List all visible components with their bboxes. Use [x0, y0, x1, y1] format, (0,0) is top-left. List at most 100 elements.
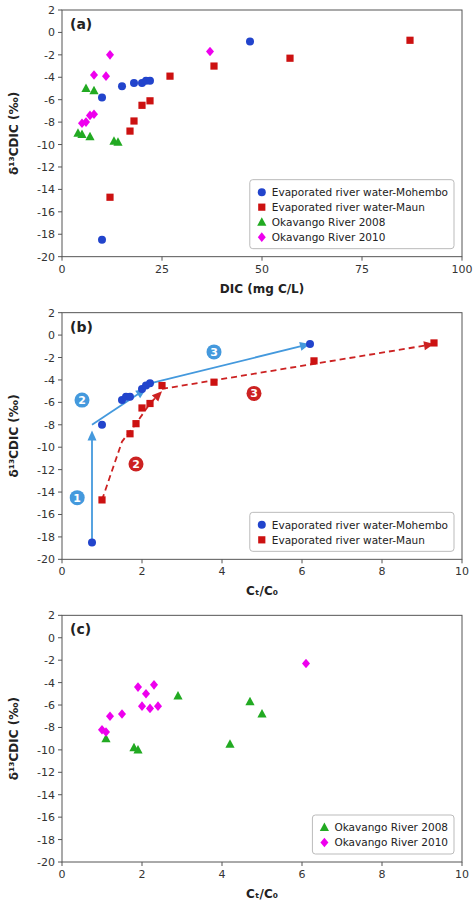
x-axis-label: Cₜ/C₀ [246, 887, 278, 901]
y-tick [58, 335, 62, 336]
badge-circle [247, 386, 262, 401]
y-tick-label: 0 [48, 632, 55, 645]
data-point [406, 37, 413, 44]
x-tick-label: 0 [59, 263, 66, 276]
arrow [92, 389, 146, 425]
legend: Evaporated river water-MohemboEvaporated… [250, 512, 454, 551]
annotation-badge: 3 [247, 386, 262, 401]
y-tick [58, 817, 62, 818]
y-tick-label: -8 [44, 419, 55, 432]
data-point [206, 47, 214, 57]
data-point [146, 379, 154, 387]
x-tick-label: 75 [355, 263, 369, 276]
data-point [81, 83, 90, 92]
y-tick-label: -14 [37, 789, 55, 802]
arrow [150, 342, 310, 383]
data-point [98, 236, 106, 244]
y-tick [58, 166, 62, 167]
y-tick-label: 2 [48, 307, 55, 320]
y-tick [58, 357, 62, 358]
data-point [102, 71, 110, 81]
panel-label: (c) [70, 621, 91, 637]
series [98, 339, 437, 503]
y-tick [58, 32, 62, 33]
panel: 024681020-2-4-6-8-10-12-14-16-18-20Cₜ/C₀… [7, 609, 469, 901]
x-tick [382, 559, 383, 563]
y-tick [58, 447, 62, 448]
y-tick [58, 234, 62, 235]
badge-text: 1 [73, 492, 81, 505]
y-tick-label: -14 [37, 486, 55, 499]
x-tick [222, 862, 223, 866]
y-tick-label: -6 [44, 94, 55, 107]
y-tick-label: -2 [44, 49, 55, 62]
x-tick [142, 559, 143, 563]
series [106, 37, 413, 201]
badge-text: 2 [78, 394, 86, 407]
x-tick-label: 10 [455, 868, 469, 881]
x-tick-label: 8 [379, 565, 386, 578]
x-tick [362, 257, 363, 261]
y-tick-label: -2 [44, 654, 55, 667]
y-tick [58, 122, 62, 123]
y-tick [58, 379, 62, 380]
arrowhead [88, 430, 97, 440]
y-tick-label: -6 [44, 396, 55, 409]
data-point [158, 382, 165, 389]
data-point [102, 727, 110, 737]
data-point [138, 701, 146, 711]
y-tick [58, 727, 62, 728]
arrow-line [102, 397, 156, 500]
data-point [106, 50, 114, 60]
figure: 025507510020-2-4-6-8-10-12-14-16-18-20DI… [0, 0, 474, 908]
data-point [146, 704, 154, 714]
y-axis-label: δ¹³CDIC (‰) [7, 697, 21, 780]
data-point [77, 129, 86, 138]
x-tick-label: 6 [299, 868, 306, 881]
x-tick-label: 0 [59, 868, 66, 881]
y-tick-label: -14 [37, 183, 55, 196]
x-tick-label: 50 [255, 263, 269, 276]
x-tick [62, 862, 63, 866]
x-tick [262, 257, 263, 261]
arrow-line [162, 345, 426, 389]
data-point [430, 339, 437, 346]
data-point [210, 379, 217, 386]
data-point [89, 86, 98, 95]
data-point [118, 709, 126, 719]
legend-label: Evaporated river water-Mohembo [272, 186, 448, 198]
y-tick-label: 2 [48, 4, 55, 17]
data-point [310, 357, 317, 364]
data-point [126, 430, 133, 437]
panel: 024681020-2-4-6-8-10-12-14-16-18-20Cₜ/C₀… [7, 307, 469, 599]
data-point [146, 400, 153, 407]
series [98, 37, 254, 243]
y-tick-label: -18 [37, 531, 55, 544]
x-tick-label: 10 [455, 565, 469, 578]
y-tick [58, 469, 62, 470]
y-tick [58, 189, 62, 190]
y-tick-label: -20 [37, 856, 55, 869]
data-point [90, 70, 98, 80]
data-point [82, 117, 90, 127]
data-point [154, 701, 162, 711]
data-point [146, 77, 154, 85]
legend-label: Evaporated river water-Maun [272, 534, 425, 546]
y-tick [58, 312, 62, 313]
x-tick-label: 4 [219, 565, 226, 578]
y-axis-label: δ¹³CDIC (‰) [7, 394, 21, 477]
x-tick-label: 25 [155, 263, 169, 276]
series [101, 691, 266, 753]
y-tick [58, 862, 62, 863]
y-tick [58, 794, 62, 795]
legend-marker [258, 521, 266, 529]
x-tick-label: 100 [452, 263, 473, 276]
y-tick-label: -10 [37, 744, 55, 757]
legend-box [312, 815, 454, 854]
data-point [246, 37, 254, 45]
x-tick-label: 0 [59, 565, 66, 578]
x-tick [162, 257, 163, 261]
y-tick-label: 2 [48, 609, 55, 622]
x-tick-label: 4 [219, 868, 226, 881]
legend-label: Okavango River 2008 [272, 216, 386, 228]
